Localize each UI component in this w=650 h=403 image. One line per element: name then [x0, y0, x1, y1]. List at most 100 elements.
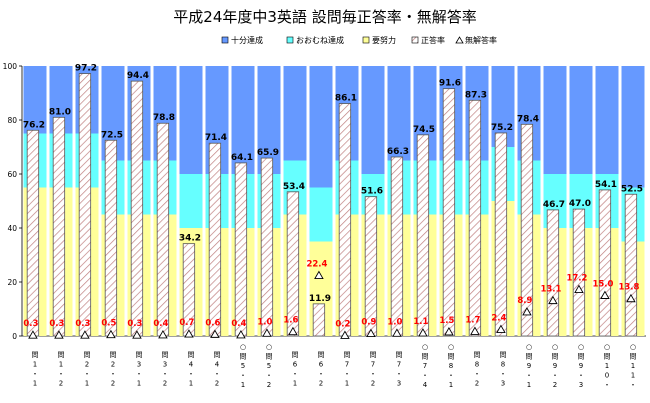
- nonanswer-label: 0.7: [179, 318, 194, 328]
- legend-label-2: 要努力: [372, 35, 396, 45]
- nonanswer-label: 2.4: [491, 314, 506, 324]
- category-label-char: ・: [396, 370, 403, 378]
- correct-rate-label: 47.0: [569, 199, 591, 209]
- category-label-char: 問: [370, 351, 377, 359]
- category-label-char: 問: [474, 351, 481, 359]
- correct-rate-bar: [26, 129, 40, 337]
- stack-segment-jubun: [569, 66, 593, 174]
- stack-segment-jubun: [257, 66, 281, 174]
- nonanswer-marker: [626, 293, 636, 303]
- bars: [23, 66, 645, 337]
- category-label-char: 問: [240, 353, 247, 361]
- y-tick-label: 60: [7, 170, 17, 179]
- correct-rate-label: 78.4: [517, 114, 539, 124]
- nonanswer-label: 1.7: [465, 315, 480, 325]
- x-axis-labels: 問1・1問1・2問2・1問2・2問3・1問3・2問4・1問4・2○問5・1○問5…: [32, 343, 637, 389]
- category-label-char: ・: [266, 372, 273, 380]
- category-label-char: 2: [267, 381, 271, 389]
- stack-segment-jubun: [543, 66, 567, 174]
- category-label-char: 9: [553, 362, 557, 370]
- category-label-char: 問: [552, 353, 559, 361]
- legend-label-3: 正答率: [421, 35, 445, 45]
- category-label-char: ・: [630, 381, 637, 389]
- correct-rate-bar: [78, 73, 92, 337]
- category-label-char: 問: [110, 351, 117, 359]
- correct-rate-bar: [104, 139, 118, 337]
- nonanswer-marker: [418, 328, 428, 337]
- correct-rate-label: 46.7: [543, 200, 565, 210]
- category-label-char: 問: [500, 351, 507, 359]
- category-label-char: 4: [215, 361, 220, 369]
- legend-label-1: おおむね達成: [296, 35, 344, 45]
- nonanswer-marker: [210, 329, 220, 338]
- category-label-char: 問: [292, 351, 299, 359]
- nonanswer-marker: [392, 328, 402, 337]
- nonanswer-label: 1.1: [413, 317, 428, 327]
- correct-rate-label: 54.1: [595, 180, 617, 190]
- correct-rate-bar: [312, 303, 326, 337]
- correct-rate-label: 66.3: [387, 147, 409, 157]
- category-label-char: 3: [163, 361, 167, 369]
- legend-label-4: 無解答率: [465, 35, 497, 45]
- nonanswer-marker: [80, 330, 90, 339]
- nonanswer-label: 0.3: [49, 319, 64, 329]
- nonanswer-marker: [262, 328, 272, 337]
- correct-rate-label: 87.3: [465, 90, 487, 100]
- data-labels: 76.2 0.3 81.0 0.3 97.2 0.3 72.5 0.5 94.4 0.3 78.8 0…: [23, 64, 643, 339]
- correct-rate-label: 94.4: [127, 71, 149, 81]
- category-label-char: 2: [111, 380, 115, 388]
- category-label-char: ・: [58, 370, 65, 378]
- category-label-char: 3: [579, 381, 583, 389]
- category-label-char: 問: [630, 353, 637, 361]
- category-label-char: ・: [604, 381, 611, 389]
- y-tick-label: 100: [3, 62, 18, 71]
- legend-marker-1: [286, 36, 294, 44]
- nonanswer-marker: [522, 307, 532, 316]
- nonanswer-label: 22.4: [306, 260, 327, 270]
- nonanswer-label: 0.3: [127, 319, 142, 329]
- nonanswer-marker: [470, 326, 480, 335]
- category-label-char: ・: [214, 370, 221, 378]
- category-label-char: 7: [371, 361, 375, 369]
- nonanswer-label: 0.9: [361, 318, 376, 328]
- category-label-char: 4: [189, 361, 194, 369]
- category-label-char: 5: [241, 362, 245, 370]
- nonanswer-marker: [314, 270, 324, 279]
- category-label-char: 6: [293, 361, 298, 369]
- category-label-char: ・: [136, 370, 143, 378]
- correct-rate-bar: [130, 80, 144, 337]
- category-label-char: ・: [422, 372, 429, 380]
- nonanswer-marker: [288, 326, 298, 336]
- category-label-char: 問: [448, 353, 455, 361]
- correct-rate-bar: [572, 208, 586, 337]
- category-label-char: 問: [162, 351, 169, 359]
- category-label-char: 1: [449, 381, 453, 389]
- category-label-char: 問: [396, 351, 403, 359]
- correct-rate-label: 52.5: [621, 184, 643, 194]
- category-label-char: 8: [475, 361, 479, 369]
- correct-rate-label: 76.2: [23, 120, 45, 130]
- correct-rate-bar: [234, 162, 248, 337]
- correct-rate-label: 51.6: [361, 187, 383, 197]
- nonanswer-marker: [54, 330, 64, 339]
- legend-label-0: 十分達成: [231, 35, 263, 45]
- category-label-char: ・: [500, 370, 507, 378]
- stack-segment-jubun: [101, 66, 125, 161]
- stack-segment-jubun: [23, 66, 47, 134]
- category-label-char: 9: [579, 362, 583, 370]
- correct-rate-label: 74.5: [413, 125, 435, 135]
- correct-rate-bar: [598, 189, 612, 337]
- legend-marker-2: [362, 36, 370, 44]
- stack-segment-oomune: [179, 174, 203, 228]
- category-label-char: 1: [527, 381, 531, 389]
- correct-rate-label: 11.9: [309, 294, 331, 304]
- chart-title: 平成24年度中3英語 設問毎正答率・無解答率: [173, 8, 476, 26]
- category-label-char: 問: [318, 351, 325, 359]
- category-label-char: ・: [318, 370, 325, 378]
- nonanswer-label: 0.4: [231, 319, 246, 329]
- correct-rate-bar: [286, 191, 300, 337]
- category-label-char: ○: [604, 343, 610, 351]
- nonanswer-label: 1.0: [387, 317, 402, 327]
- nonanswer-marker: [600, 290, 610, 299]
